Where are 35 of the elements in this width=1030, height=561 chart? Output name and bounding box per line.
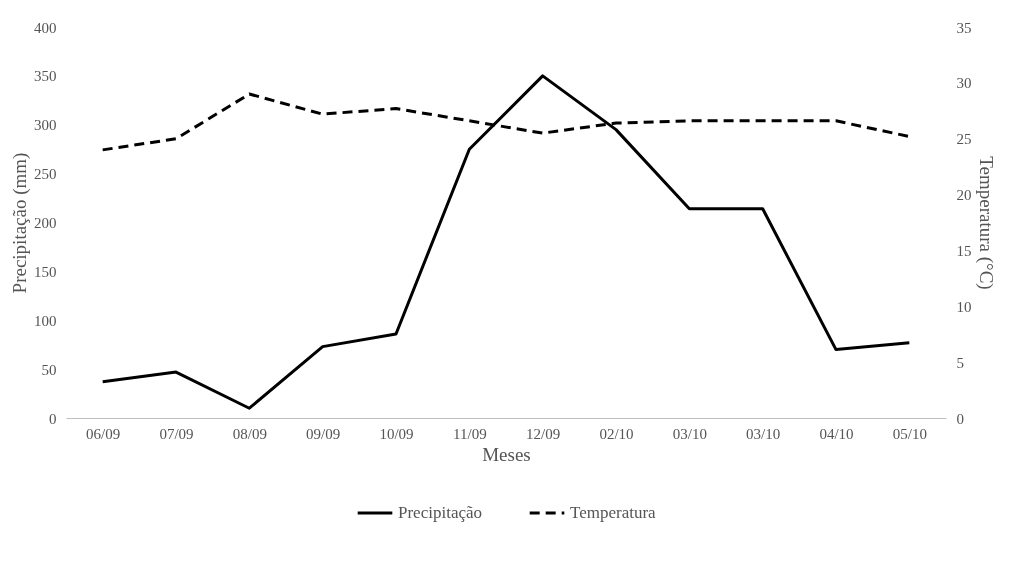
x-tick-label: 05/10 [892,425,927,442]
y-tick-label: 0 [49,410,57,427]
x-tick-label: 03/10 [746,425,781,442]
x-tick-label: 03/10 [672,425,707,442]
y2-tick-label: 25 [956,131,972,148]
x-tick-label: 08/09 [232,425,267,442]
x-tick-label: 02/10 [599,425,634,442]
y2-tick-label: 20 [956,187,972,204]
y2-tick-label: 0 [956,410,964,427]
x-tick-label: 11/09 [453,425,487,442]
y-tick-label: 250 [34,166,57,183]
x-tick-label: 10/09 [379,425,414,442]
y-tick-label: 200 [34,215,57,231]
x-tick-label: 04/10 [819,425,854,442]
legend-label: Precipitação [398,503,483,522]
y2-tick-label: 15 [956,242,972,259]
y-tick-label: 300 [34,117,57,134]
y-tick-label: 50 [41,361,57,378]
x-axis-title: Meses [482,443,531,465]
y2-tick-label: 5 [956,354,964,371]
y2-tick-label: 30 [956,75,972,92]
y-tick-label: 400 [34,19,57,36]
x-tick-label: 07/09 [159,425,194,442]
x-tick-label: 06/09 [86,425,121,442]
y-tick-label: 350 [34,68,57,85]
y-tick-label: 150 [34,263,57,280]
y-tick-label: 100 [34,312,57,329]
y2-tick-label: 35 [956,19,972,36]
x-tick-label: 12/09 [526,425,561,442]
y2-tick-label: 10 [956,298,972,315]
x-tick-label: 09/09 [306,425,341,442]
line-series [101,74,911,410]
y2-axis-title: Temperatura (°C) [974,156,997,290]
y-axis-title: Precipitação (mm) [9,152,31,294]
legend-label: Temperatura [570,503,657,522]
